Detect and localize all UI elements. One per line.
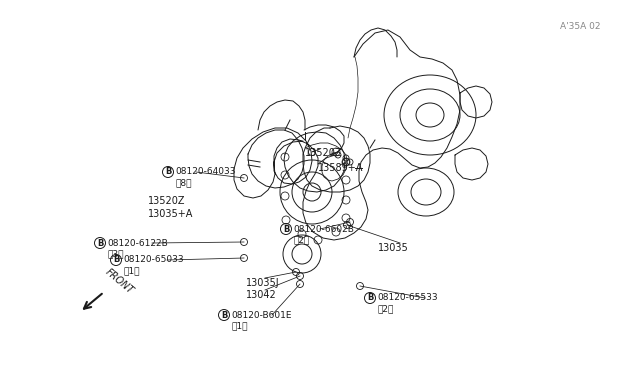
Text: 13520Z: 13520Z: [305, 148, 342, 158]
Text: 08120-64033: 08120-64033: [175, 167, 236, 176]
Text: （8）: （8）: [175, 179, 192, 187]
Text: B: B: [221, 311, 227, 320]
Text: B: B: [113, 256, 119, 264]
Text: B: B: [97, 238, 103, 247]
Text: （3）: （3）: [108, 250, 124, 259]
Text: （2）: （2）: [378, 305, 394, 314]
Text: 13035+A: 13035+A: [148, 209, 193, 219]
Text: FRONT: FRONT: [103, 267, 135, 296]
Text: 08120-B601E: 08120-B601E: [232, 311, 292, 320]
Text: B: B: [165, 167, 171, 176]
Text: 13589+A: 13589+A: [318, 163, 364, 173]
Text: 13035J: 13035J: [246, 278, 280, 288]
Text: B: B: [283, 224, 289, 234]
Text: 13520Z: 13520Z: [148, 196, 186, 206]
Text: 08120-6602B: 08120-6602B: [294, 224, 355, 234]
Text: （1）: （1）: [124, 266, 140, 276]
Text: A'35A 02: A'35A 02: [560, 22, 600, 31]
Text: 〈2〉: 〈2〉: [294, 235, 310, 244]
Text: 08120-65033: 08120-65033: [124, 256, 184, 264]
Text: 13042: 13042: [246, 290, 276, 300]
Text: B: B: [367, 294, 373, 302]
Text: （1）: （1）: [232, 321, 248, 330]
Text: 08120-6122B: 08120-6122B: [108, 238, 168, 247]
Text: 13035: 13035: [378, 243, 409, 253]
Text: 08120-65533: 08120-65533: [378, 294, 438, 302]
